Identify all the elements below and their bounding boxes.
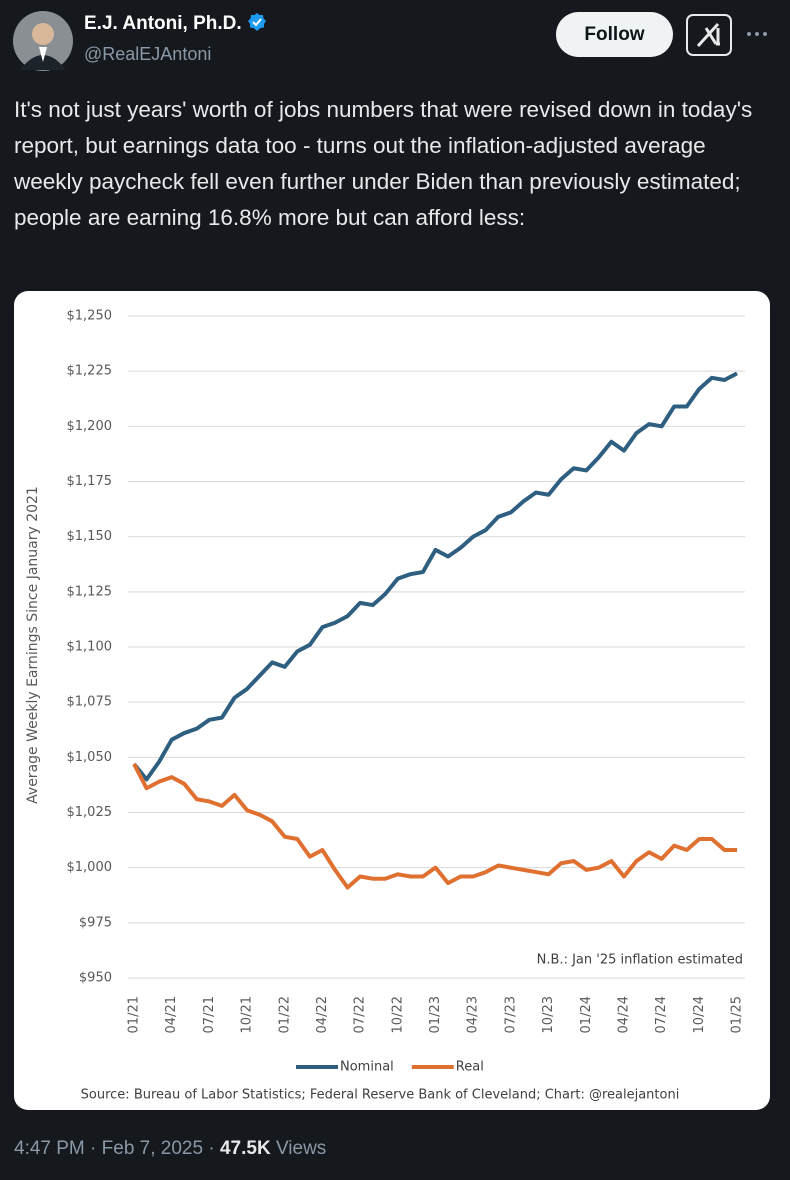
y-tick-label: $950 [79,971,112,986]
y-tick-label: $1,150 [67,529,113,544]
author-name[interactable]: E.J. Antoni, Ph.D. [84,12,267,35]
tweet-text: It's not just years' worth of jobs numbe… [14,97,753,230]
y-axis-label: Average Weekly Earnings Since January 20… [25,486,41,804]
author-handle[interactable]: @RealEJAntoni [84,44,212,64]
x-tick-label: 10/21 [240,996,255,1033]
series-line [132,371,738,782]
author-name-text: E.J. Antoni, Ph.D. [84,13,242,34]
x-tick-label: 10/22 [390,996,405,1033]
x-tick-label: 01/25 [730,996,745,1033]
x-tick-label: 01/21 [127,996,142,1033]
x-tick-label: 04/22 [315,996,330,1033]
annotation: N.B.: Jan '25 inflation estimated [537,953,743,968]
x-tick-label: 04/21 [164,996,179,1033]
y-tick-label: $1,100 [67,640,113,655]
y-tick-label: $1,050 [67,750,113,765]
follow-button[interactable]: Follow [556,12,673,57]
y-tick-label: $1,025 [67,805,113,820]
separator: · [90,1138,97,1159]
x-tick-label: 07/24 [654,996,669,1033]
more-button[interactable] [745,26,769,42]
x-tick-label: 04/23 [466,996,481,1033]
y-tick-label: $1,175 [67,474,113,489]
time[interactable]: 4:47 PM [14,1138,85,1159]
y-tick-label: $1,250 [67,309,113,324]
y-tick-label: $1,225 [67,364,113,379]
y-tick-label: $1,000 [67,860,113,875]
x-tick-label: 01/23 [428,996,443,1033]
series-line [132,763,737,890]
y-tick-label: $1,125 [67,584,113,599]
separator: · [208,1138,215,1159]
x-tick-label: 07/23 [503,996,518,1033]
grok-button[interactable] [686,14,732,56]
x-tick-label: 04/24 [616,996,631,1033]
legend-label: Real [456,1060,484,1075]
chart-card[interactable]: Average Weekly Earnings Since January 20… [14,291,770,1110]
x-tick-label: 07/22 [353,996,368,1033]
views-label: Views [275,1138,327,1159]
x-tick-label: 10/24 [692,996,707,1033]
verified-badge [247,13,266,31]
x-tick-label: 01/24 [579,996,594,1033]
x-tick-label: 01/22 [277,996,292,1033]
x-tick-label: 10/23 [541,996,556,1033]
source: Source: Bureau of Labor Statistics; Fede… [81,1088,680,1103]
views-count: 47.5K [219,1138,271,1159]
x-tick-label: 07/21 [202,996,217,1033]
legend-label: Nominal [340,1060,394,1075]
avatar[interactable] [12,10,74,72]
tweet-meta: 4:47 PM · Feb 7, 2025 · 47.5K Views [14,1138,326,1160]
y-tick-label: $1,075 [67,695,113,710]
y-tick-label: $975 [79,915,112,930]
y-tick-label: $1,200 [67,419,113,434]
date[interactable]: Feb 7, 2025 [101,1138,204,1159]
chart: Average Weekly Earnings Since January 20… [25,309,745,1103]
